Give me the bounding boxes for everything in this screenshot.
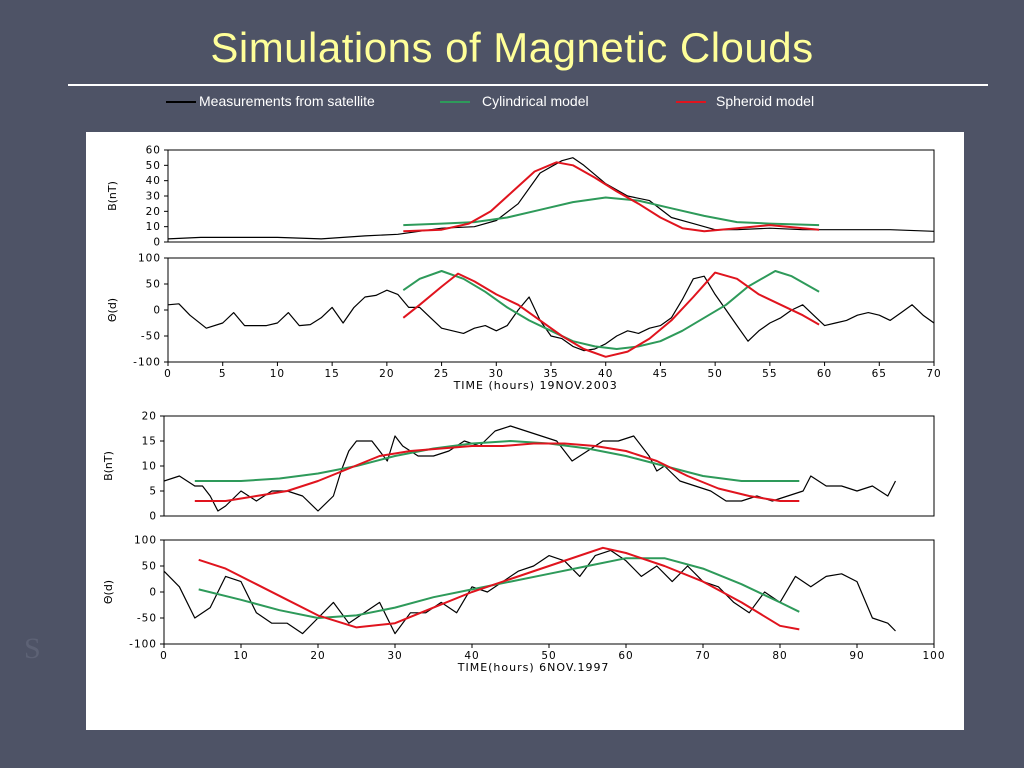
x-tick-label: 70: [695, 650, 710, 662]
x-tick-label: 45: [653, 368, 668, 380]
x-tick-label: 80: [772, 650, 787, 662]
x-tick-label: 5: [219, 368, 227, 380]
y-tick-label: 10: [146, 221, 161, 233]
series-line-spheroid: [194, 442, 800, 502]
legend-swatch-spheroid: [676, 101, 706, 103]
x-tick-label: 10: [270, 368, 285, 380]
series-line-cylindrical: [198, 557, 800, 619]
x-axis-label: TIME (hours) 19NOV.2003: [453, 379, 618, 392]
series-line-spheroid: [198, 546, 800, 631]
x-tick-label: 25: [434, 368, 449, 380]
series-line-measurements: [164, 425, 897, 512]
x-tick-label: 35: [543, 368, 558, 380]
x-tick-label: 40: [598, 368, 613, 380]
figure-panel: 0 10 20 30 40 50 60 B(nT) -100 -50 0 50 100 0 5 10 15 20 2…: [86, 132, 964, 730]
y-tick-label: 50: [142, 561, 157, 573]
x-tick-label: 60: [817, 368, 832, 380]
x-tick-label: 55: [762, 368, 777, 380]
series-line-measurements: [168, 157, 934, 240]
series-line-spheroid: [403, 161, 820, 233]
y-tick-label: 60: [146, 145, 161, 157]
x-tick-label: 70: [926, 368, 941, 380]
x-tick-label: 15: [324, 368, 339, 380]
x-tick-label: 30: [387, 650, 402, 662]
y-tick-label: 10: [142, 461, 157, 473]
x-tick-label: 40: [464, 650, 479, 662]
y-axis-label: Θ(d): [106, 298, 119, 322]
y-tick-label: 0: [153, 305, 161, 317]
y-tick-label: 0: [149, 587, 157, 599]
x-tick-label: 0: [164, 368, 172, 380]
y-tick-label: 15: [142, 436, 157, 448]
series-line-cylindrical: [194, 440, 800, 482]
y-tick-label: 20: [146, 206, 161, 218]
legend-label-measurements: Measurements from satellite: [199, 93, 375, 109]
x-tick-label: 20: [310, 650, 325, 662]
x-tick-label: 10: [233, 650, 248, 662]
x-tick-label: 30: [489, 368, 504, 380]
x-tick-label: 90: [849, 650, 864, 662]
y-tick-label: 50: [146, 160, 161, 172]
y-tick-label: 100: [134, 535, 157, 547]
y-axis-label: B(nT): [102, 451, 115, 481]
y-tick-label: 50: [146, 279, 161, 291]
x-tick-label: 20: [379, 368, 394, 380]
y-tick-label: 30: [146, 191, 161, 203]
x-tick-label: 50: [541, 650, 556, 662]
y-tick-label: 100: [138, 253, 161, 265]
y-tick-label: 0: [153, 237, 161, 249]
x-tick-label: 50: [707, 368, 722, 380]
series-line-cylindrical: [402, 270, 820, 350]
x-axis-label: TIME(hours) 6NOV.1997: [457, 661, 610, 674]
legend-swatch-measurements: [166, 101, 196, 103]
x-tick-label: 65: [872, 368, 887, 380]
y-axis-label: Θ(d): [102, 580, 115, 604]
legend-label-spheroid: Spheroid model: [716, 93, 815, 109]
y-axis-label: B(nT): [106, 181, 119, 211]
x-tick-label: 60: [618, 650, 633, 662]
y-tick-label: -100: [129, 639, 157, 651]
plot-frame-3: [163, 415, 935, 517]
y-tick-label: -50: [141, 331, 161, 343]
watermark-s: S: [24, 632, 41, 665]
y-tick-label: 5: [149, 486, 157, 498]
title-divider: [68, 84, 988, 86]
slide-title: Simulations of Magnetic Clouds: [210, 24, 814, 71]
series-line-measurements: [168, 275, 934, 352]
legend-label-cylindrical: Cylindrical model: [482, 93, 589, 109]
series-line-cylindrical: [403, 196, 820, 227]
x-tick-label: 0: [160, 650, 168, 662]
x-tick-label: 100: [922, 650, 945, 662]
y-tick-label: 0: [149, 511, 157, 523]
y-tick-label: -100: [133, 357, 161, 369]
chart-legend: Measurements from satellite Cylindrical …: [0, 93, 1024, 111]
y-tick-label: 20: [142, 411, 157, 423]
y-tick-label: -50: [137, 613, 157, 625]
legend-swatch-cylindrical: [440, 101, 470, 103]
y-tick-label: 40: [146, 175, 161, 187]
series-line-spheroid: [402, 271, 820, 358]
plot-frame-2: [167, 257, 935, 363]
